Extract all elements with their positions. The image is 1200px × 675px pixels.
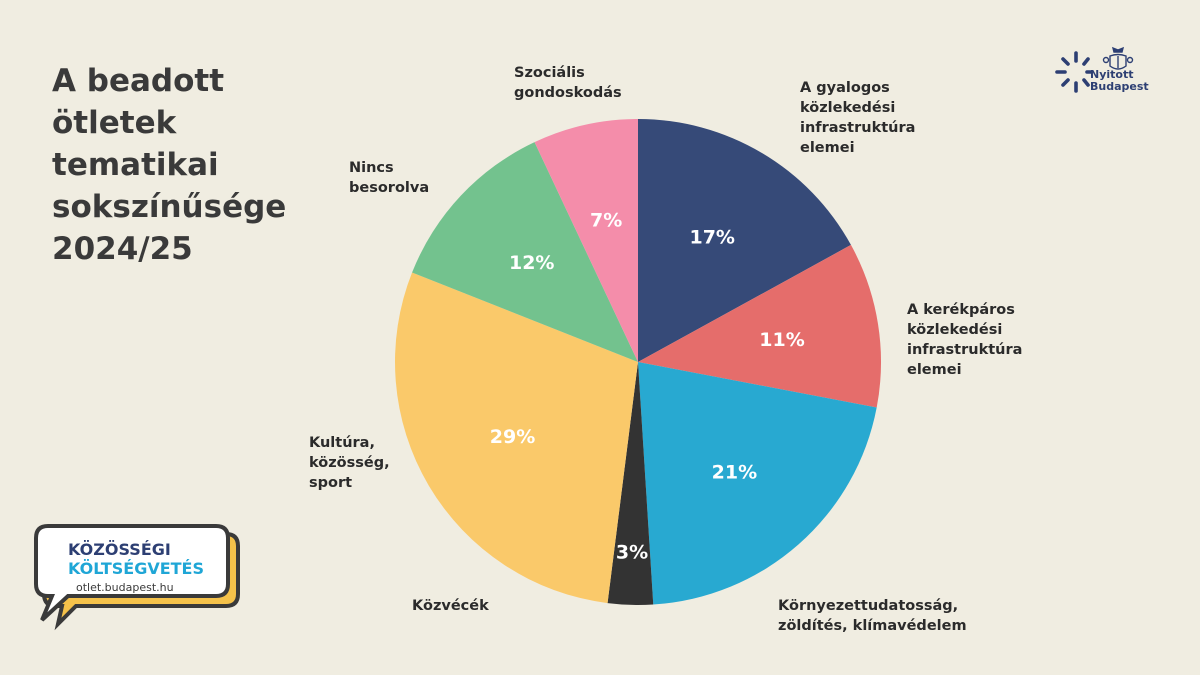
pie-slice	[638, 119, 851, 362]
slice-percent-label: 29%	[490, 426, 535, 448]
slice-percent-label: 7%	[590, 210, 622, 232]
badge-line1: KÖZÖSSÉGI	[68, 540, 171, 559]
pie-slice	[607, 362, 654, 605]
slice-category-label: Nincs besorolva	[349, 160, 430, 196]
slice-percent-label: 21%	[712, 461, 757, 483]
slice-category-label: Szociális gondoskodás	[514, 65, 622, 101]
slice-percent-label: 3%	[616, 541, 648, 563]
slice-category-label: Környezettudatosság, zöldítés, klímavéde…	[778, 598, 967, 634]
sunburst-icon	[1055, 51, 1093, 93]
nyitott-budapest-logo	[1055, 46, 1134, 93]
badge-line2: KÖLTSÉGVETÉS	[68, 559, 205, 578]
slice-category-label: Kultúra, közösség, sport	[309, 435, 390, 491]
badge-url: otlet.budapest.hu	[76, 581, 174, 594]
slice-category-label: A gyalogos közlekedési infrastruktúra el…	[800, 80, 916, 156]
logo-text: Nyitott Budapest	[1090, 68, 1149, 93]
slice-percent-label: 11%	[759, 329, 804, 351]
pie-slice	[395, 272, 638, 604]
kozossegi-koltsegvetes-badge: KÖZÖSSÉGI KÖLTSÉGVETÉS otlet.budapest.hu	[30, 520, 250, 635]
pie-slice	[638, 362, 877, 605]
coat-of-arms-icon	[1102, 46, 1134, 70]
pie-slice	[534, 119, 638, 362]
pie-slice	[638, 244, 881, 408]
slice-percent-label: 12%	[509, 252, 554, 274]
slice-percent-label: 17%	[689, 227, 734, 249]
speech-bubble-icon	[34, 524, 240, 631]
slice-category-label: Közvécék	[412, 598, 489, 614]
slice-category-label: A kerékpáros közlekedési infrastruktúra …	[907, 302, 1023, 378]
chart-title: A beadott ötletek tematikai sokszínűsége…	[52, 63, 287, 267]
pie-slice	[412, 142, 638, 362]
